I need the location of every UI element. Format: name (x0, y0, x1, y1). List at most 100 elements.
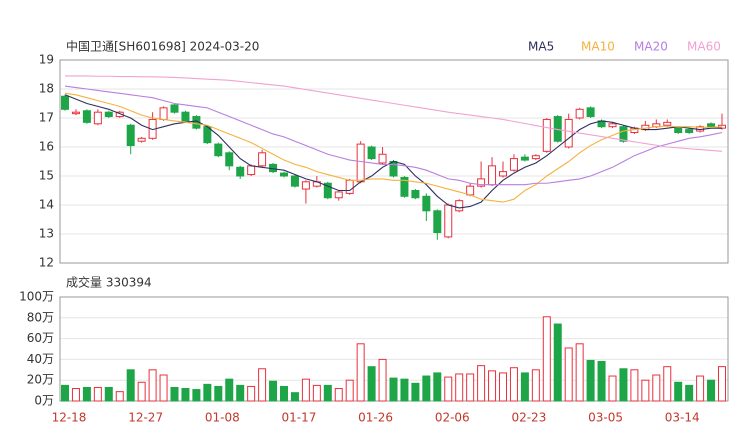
candle-body (181, 111, 190, 122)
candle-body (159, 107, 168, 120)
candle-body (258, 152, 267, 167)
volume-bar (203, 383, 212, 402)
volume-bar (411, 382, 420, 402)
volume-bar (685, 384, 694, 402)
candle-body (334, 191, 343, 199)
volume-bar (718, 366, 726, 402)
y-tick-label: 13 (39, 227, 54, 241)
volume-bar (356, 343, 365, 402)
volume-bar (290, 392, 299, 402)
volume-bar (137, 381, 146, 402)
candle-body (236, 166, 245, 177)
x-tick-label: 02-23 (511, 411, 546, 425)
volume-bar (323, 384, 332, 402)
x-tick-label: 03-05 (588, 411, 623, 425)
volume-bar (586, 359, 595, 402)
legend-entry: MA60 (687, 40, 721, 54)
volume-bar (247, 385, 256, 402)
candle-body (575, 108, 584, 119)
candle-body (531, 155, 540, 160)
candle-body (466, 185, 475, 196)
candle-body (104, 111, 113, 118)
legend-entry: MA5 (528, 40, 554, 54)
candle-body (411, 190, 420, 199)
volume-bar (575, 343, 584, 402)
volume-bar (301, 378, 310, 402)
ma-line (65, 75, 723, 152)
volume-bar (312, 384, 321, 402)
volume-bar (82, 386, 91, 402)
volume-title: 成交量 330394 (66, 275, 152, 290)
candle-body (280, 172, 288, 177)
volume-bar (477, 365, 486, 402)
legend-entry: MA20 (634, 40, 668, 54)
volume-bar (192, 389, 201, 402)
volume-bar (433, 372, 442, 402)
volume-bar (104, 386, 113, 402)
volume-bar (345, 379, 354, 402)
volume-bar (181, 388, 190, 402)
volume-bar (597, 360, 606, 402)
candle-body (82, 110, 91, 123)
candle-body (433, 210, 442, 234)
volume-bar (564, 347, 573, 402)
legend-entry: MA10 (581, 40, 615, 54)
candle-body (170, 104, 179, 113)
ma-line (64, 92, 723, 203)
y-tick-label: 14 (39, 198, 54, 212)
x-tick-label: 02-06 (435, 411, 470, 425)
volume-bar (499, 372, 507, 402)
candle-body (389, 161, 398, 177)
volume-bar (520, 372, 529, 402)
y-tick-label: 0万 (34, 394, 54, 408)
volume-bar (619, 368, 628, 402)
candle-body (707, 123, 716, 128)
y-tick-label: 15 (39, 169, 54, 183)
candle-body (520, 156, 529, 161)
volume-bar (258, 368, 267, 402)
volume-bar (488, 370, 497, 402)
candle-body (663, 121, 672, 126)
volume-bar (400, 378, 409, 402)
candle-body (455, 200, 464, 212)
x-tick-label: 12-27 (128, 411, 163, 425)
volume-bar (367, 366, 376, 402)
x-tick-label: 01-08 (205, 411, 240, 425)
y-tick-label: 19 (39, 53, 54, 67)
candle-body (586, 107, 595, 118)
volume-bar (641, 379, 650, 402)
ma-line (64, 94, 722, 209)
candle-body (444, 204, 453, 238)
x-tick-label: 01-17 (282, 411, 317, 425)
volume-bar (93, 386, 102, 402)
ma-line (64, 85, 723, 186)
volume-bar (71, 388, 80, 402)
volume-bar (214, 385, 223, 402)
candle-body (422, 195, 431, 212)
volume-bar (170, 386, 179, 402)
volume-bar (608, 375, 617, 402)
candle-body (378, 153, 387, 164)
candle-body (619, 126, 628, 142)
volume-bar (148, 369, 157, 402)
candle-body (93, 111, 102, 125)
candle-body (214, 143, 223, 157)
candle-body (367, 146, 376, 160)
y-tick-label: 40万 (27, 352, 54, 366)
volume-bar (553, 323, 562, 402)
candle-body (290, 175, 299, 187)
x-tick-label: 01-26 (358, 411, 393, 425)
panel-frame (59, 59, 729, 264)
volume-bar (707, 379, 716, 402)
volume-bar (630, 369, 639, 402)
candle-body (126, 124, 135, 147)
volume-bar (652, 374, 661, 402)
volume-bar (115, 391, 124, 402)
y-tick-label: 16 (39, 140, 54, 154)
volume-bar (334, 388, 343, 402)
volume-bar (280, 385, 288, 402)
candle-body (400, 176, 409, 197)
candle-body (345, 179, 354, 194)
volume-bar (61, 384, 69, 402)
